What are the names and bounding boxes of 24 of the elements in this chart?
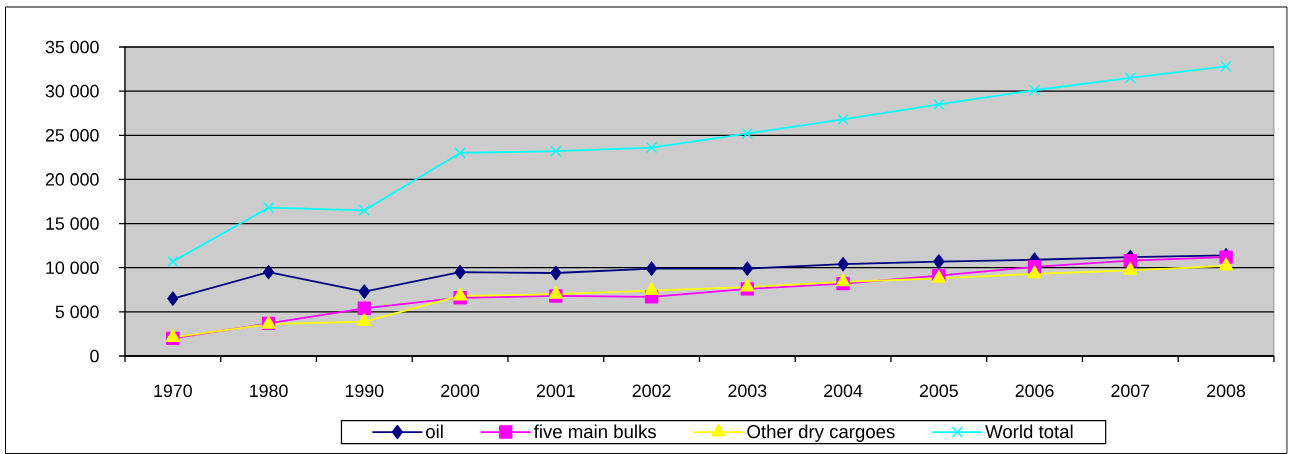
y-tick-label: 35 000 (45, 40, 99, 54)
y-tick-label: 0 (90, 349, 99, 363)
y-tick-label: 10 000 (46, 261, 99, 275)
x-tick-label: 2007 (1111, 384, 1150, 398)
y-tick-label: 15 000 (46, 217, 99, 230)
x-tick-label: 2008 (1207, 384, 1246, 398)
x-tick-label: 2002 (632, 384, 671, 398)
x-tick-label: 2001 (536, 384, 575, 398)
x-tick-label: 2003 (728, 384, 767, 398)
y-tick-label: 5 000 (55, 305, 99, 319)
y-tick-label: 20 000 (45, 173, 99, 186)
x-tick-label: 2004 (824, 384, 863, 398)
legend-label: Other dry cargoes (747, 424, 895, 442)
x-tick-label: 1990 (345, 384, 384, 398)
x-tick-label: 1980 (250, 384, 288, 398)
legend-label: oil (426, 424, 443, 439)
y-tick-label: 30 000 (45, 84, 99, 98)
x-tick-label: 2006 (1015, 384, 1054, 398)
legend-label: five main bulks (533, 424, 656, 439)
x-tick-label: 2000 (441, 384, 480, 398)
legend-label: World total (985, 424, 1073, 439)
x-tick-label: 2005 (919, 384, 958, 398)
y-tick-label: 25 000 (45, 128, 99, 142)
x-tick-label: 1970 (154, 384, 192, 398)
